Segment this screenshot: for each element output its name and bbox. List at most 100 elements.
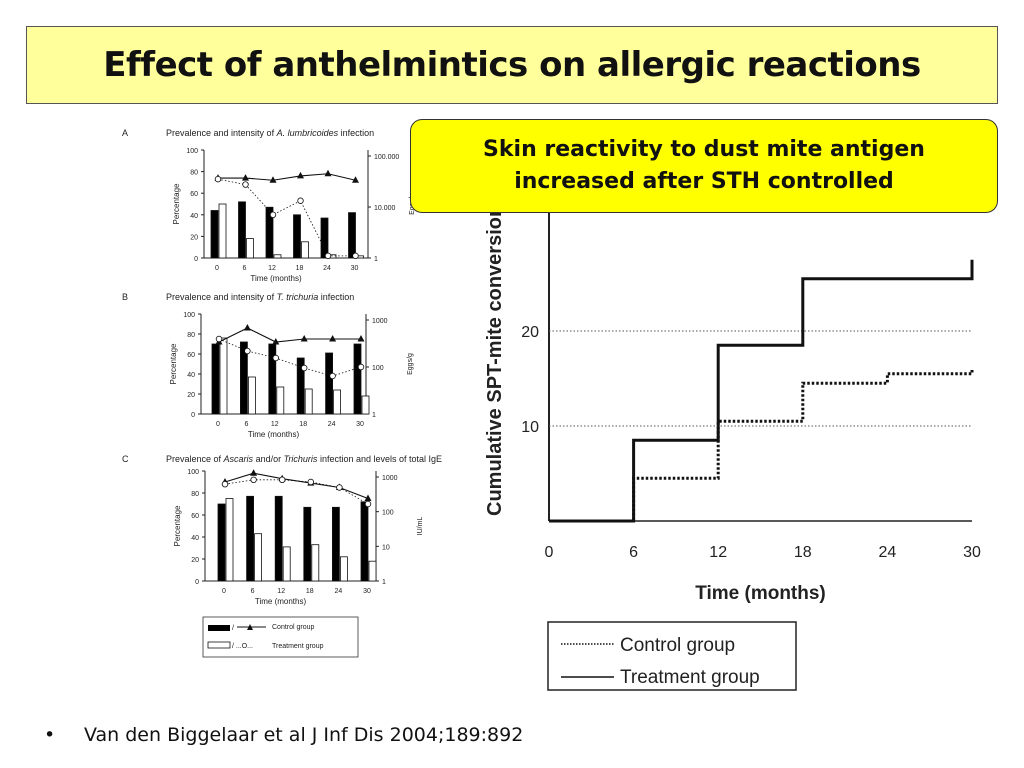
slide-title-box: Effect of anthelmintics on allergic reac…: [26, 26, 998, 104]
x-tick-label: 6: [251, 588, 255, 595]
y-tick-label: 80: [187, 332, 195, 339]
circle-marker: [297, 197, 304, 204]
x-tick-label: 30: [356, 421, 364, 428]
legend-open-bar: [207, 641, 231, 649]
triangle-marker: [272, 338, 280, 345]
triangle-marker: [269, 176, 277, 183]
bar: [301, 241, 309, 259]
panel-title-part: Trichuris: [284, 454, 318, 464]
bar: [254, 533, 263, 582]
panel-title: Prevalence and intensity of A. lumbricoi…: [166, 128, 374, 138]
triangle-marker: [243, 324, 251, 331]
panel-title-part: infection: [318, 292, 354, 302]
y2-tick-label: 100: [372, 365, 384, 372]
panel-a: A Prevalence and intensity of A. lumbrico…: [122, 128, 416, 283]
bar: [217, 503, 226, 582]
triangle-marker: [297, 171, 304, 179]
bar: [348, 212, 356, 259]
panel-title-part: infection and levels of total IgE: [317, 454, 442, 464]
bar: [360, 501, 369, 582]
y-axis-label: Percentage: [172, 183, 181, 224]
legend-filled-bar: [208, 625, 230, 631]
triangle-marker: [329, 335, 337, 342]
circle-marker: [336, 484, 343, 491]
step-series-control: [549, 369, 974, 523]
x-tick-label: 12: [277, 588, 285, 595]
triangle-marker: [242, 174, 249, 181]
legend-label: Treatment group: [620, 667, 760, 688]
bar: [211, 343, 220, 415]
panel-letter: B: [122, 292, 128, 302]
y-tick-label: 80: [191, 491, 199, 498]
panel-title-part: infection: [338, 128, 374, 138]
series-line: [218, 327, 361, 343]
y-tick-label: 60: [187, 352, 195, 359]
y-tick-label: 80: [190, 170, 198, 177]
y-tick-label: 0: [191, 412, 195, 419]
circle-marker: [215, 335, 223, 343]
y-tick-label: 20: [521, 324, 539, 341]
y2-tick-label: 100.000: [374, 154, 399, 161]
bar: [282, 546, 291, 582]
panel-letter: C: [122, 454, 129, 464]
callout-box: Skin reactivity to dust mite antigen inc…: [410, 119, 998, 213]
y-tick-label: 20: [190, 234, 198, 241]
bar: [293, 214, 301, 259]
x-axis-label: Time (months): [695, 583, 826, 604]
triangle-marker: [300, 335, 308, 342]
y-tick-label: 0: [194, 256, 198, 263]
circle-marker: [357, 363, 365, 371]
circle-marker: [221, 481, 229, 488]
x-tick-label: 30: [363, 588, 371, 595]
legend-box: [547, 621, 797, 691]
x-tick-label: 6: [244, 421, 248, 428]
x-tick-label: 24: [323, 265, 331, 272]
y2-tick-label: 1000: [372, 318, 388, 325]
y-tick-label: 100: [186, 148, 198, 155]
bar: [268, 343, 277, 415]
panel-letter: A: [122, 128, 128, 138]
y-tick-label: 100: [183, 312, 195, 319]
bar: [210, 210, 219, 259]
citation-text: Van den Biggelaar et al J Inf Dis 2004;1…: [84, 724, 524, 746]
bar: [225, 498, 234, 582]
y-axis-label: Percentage: [169, 343, 178, 384]
bar: [320, 217, 329, 259]
circle-marker: [364, 500, 372, 508]
triangle-marker: [357, 335, 365, 342]
x-axis-label: Time (months): [248, 430, 300, 439]
y2-axis-label: IU/mL: [417, 517, 424, 536]
bar: [331, 506, 340, 582]
x-tick-label: 12: [268, 265, 276, 272]
x-tick-label: 12: [709, 544, 727, 561]
series-line: [218, 338, 362, 377]
legend-box: [202, 616, 359, 658]
triangle-marker: [324, 169, 332, 177]
circle-marker: [250, 476, 257, 483]
bullet-icon: •: [44, 724, 56, 746]
panel-title-part: and/or: [253, 454, 284, 464]
x-tick-label: 18: [296, 265, 304, 272]
circle-marker: [242, 181, 249, 188]
bar: [311, 544, 320, 582]
y-tick-label: 60: [190, 191, 198, 198]
x-tick-label: 24: [328, 421, 336, 428]
bar: [296, 357, 305, 415]
bar: [303, 506, 312, 582]
y2-axis-label: Eggs/g: [407, 353, 414, 375]
x-tick-label: 30: [351, 265, 359, 272]
circle-marker: [214, 175, 222, 183]
step-chart-legend: Control group Treatment group: [547, 621, 797, 691]
x-tick-label: 18: [299, 421, 307, 428]
legend-triangle: [247, 624, 253, 630]
legend-dotted-sample: / ...O...: [232, 643, 253, 650]
bar: [273, 254, 282, 259]
y-tick-label: 10: [521, 419, 539, 436]
y-axis-label: Cumulative SPT-mite conversion: [484, 205, 506, 516]
x-tick-label: 6: [243, 265, 247, 272]
bar: [265, 206, 274, 259]
panel-title-part: Ascaris: [223, 454, 254, 464]
y2-tick-label: 1: [374, 256, 378, 263]
y-tick-label: 0: [195, 579, 199, 586]
x-tick-label: 18: [794, 544, 812, 561]
